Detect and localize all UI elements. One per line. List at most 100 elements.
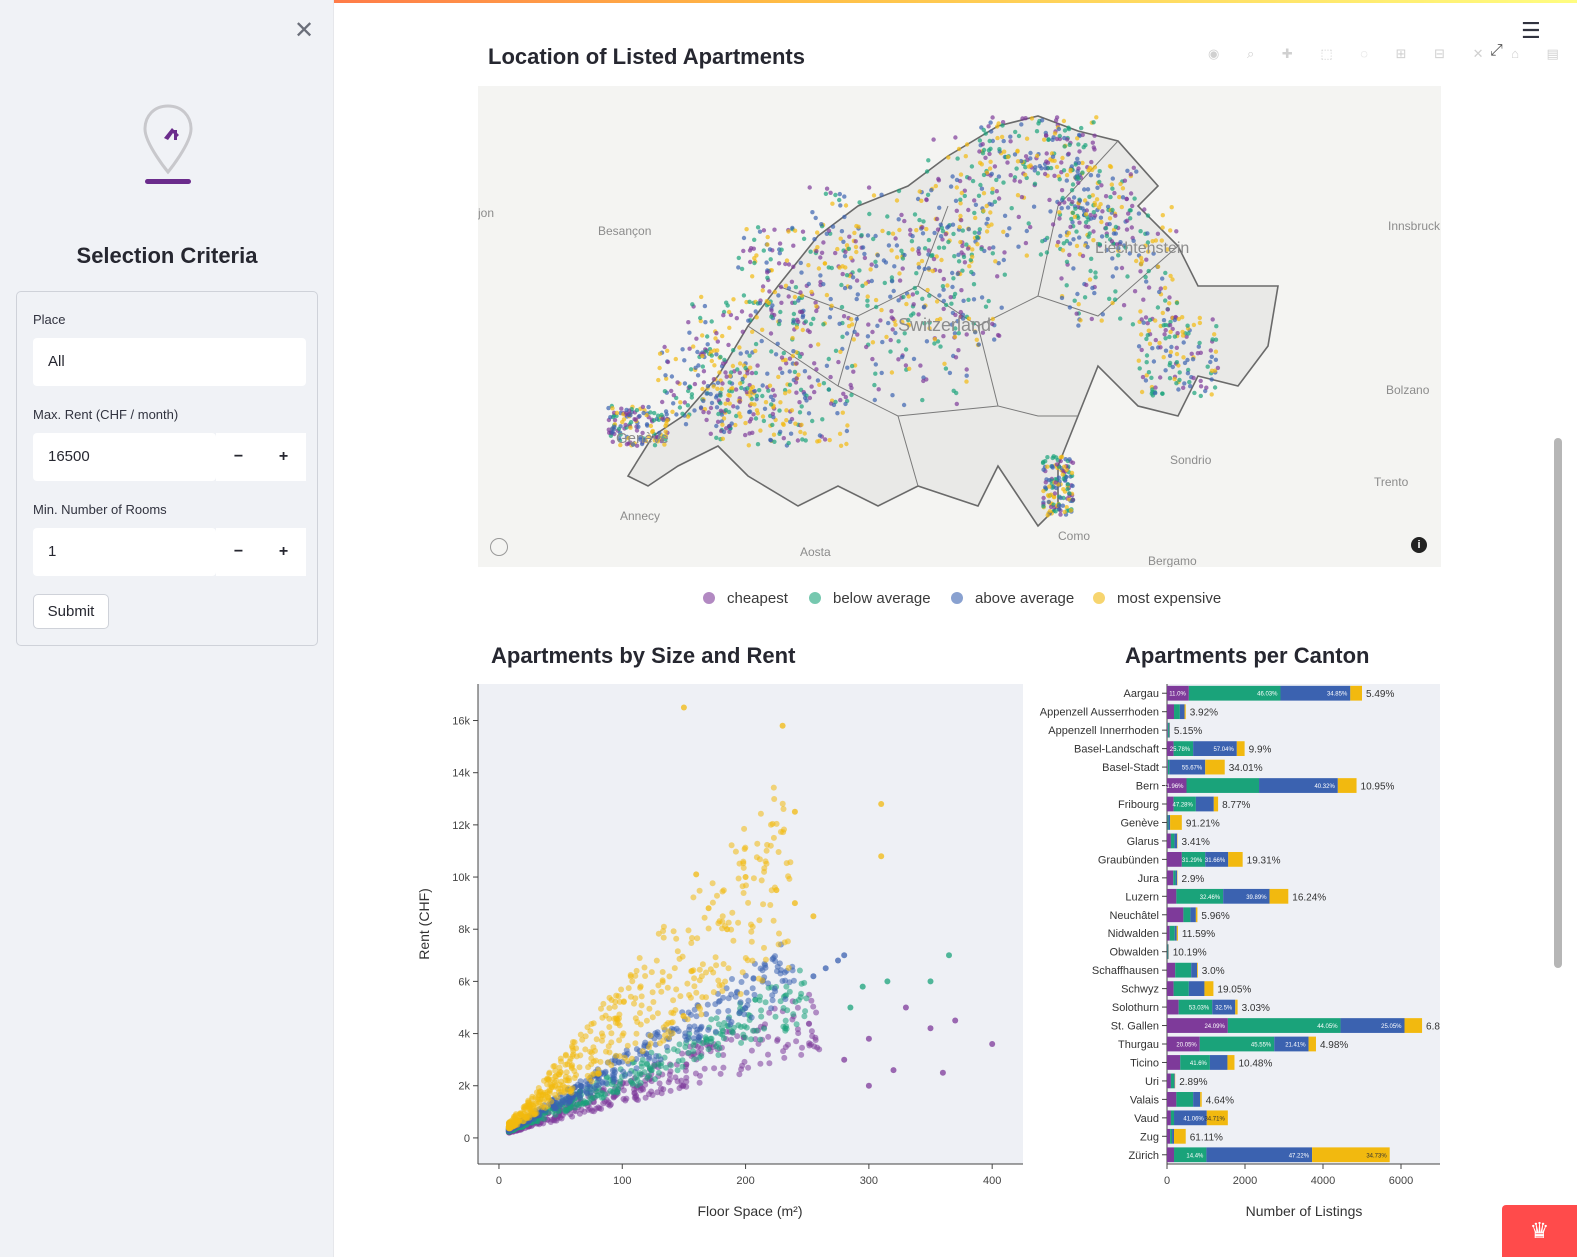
apartment-dot <box>1144 336 1149 342</box>
apartment-dot <box>1113 213 1118 218</box>
min-rooms-input[interactable]: 1 <box>33 528 216 576</box>
apartment-dot <box>789 279 795 284</box>
apartment-dot <box>819 222 824 227</box>
apartment-location-map[interactable]: Besançon Liechtenstein Innsbruck Switzer… <box>478 86 1441 567</box>
scatter-point <box>798 980 805 987</box>
canton-label: Zürich <box>1128 1150 1159 1162</box>
apartment-dot <box>671 401 676 406</box>
apartment-dot <box>829 303 834 308</box>
apartment-dot <box>938 344 943 349</box>
apartment-dot <box>896 188 902 194</box>
fullscreen-icon[interactable]: ⤢ <box>1490 42 1503 59</box>
apartment-dot <box>1015 159 1021 164</box>
apartment-dot <box>1000 123 1005 128</box>
min-rooms-increment-button[interactable]: + <box>261 528 306 576</box>
apartment-dot <box>976 230 982 235</box>
scatter-point <box>754 840 761 847</box>
apartment-dot <box>714 423 719 429</box>
scatter-point <box>758 1007 765 1014</box>
close-icon[interactable]: ✕ <box>294 17 315 44</box>
bar-segment <box>1312 1147 1390 1163</box>
scatter-point <box>715 920 722 927</box>
scatter-point <box>638 993 645 1000</box>
apartment-dot <box>1044 250 1050 255</box>
apartment-dot <box>837 265 842 270</box>
apartment-dot <box>743 432 748 438</box>
scatter-point <box>562 1051 569 1058</box>
apartment-dot <box>872 397 877 403</box>
apartment-dot <box>1144 353 1150 358</box>
scatter-point <box>716 982 723 989</box>
apartment-dot <box>1162 285 1168 291</box>
apartment-dot <box>936 245 942 250</box>
legend-most-expensive[interactable]: most expensive <box>1093 590 1221 607</box>
apartment-dot <box>994 177 999 183</box>
streamlit-crown-icon[interactable]: ♛ <box>1502 1205 1577 1257</box>
apartment-dot <box>1131 238 1136 243</box>
apartment-dot <box>827 315 833 320</box>
mapbox-logo-icon[interactable] <box>490 538 508 556</box>
apartment-dot <box>1144 360 1149 365</box>
apartment-dot <box>821 240 826 245</box>
bar-segment-label: 11.0% <box>1169 692 1186 698</box>
plot-modebar[interactable]: ◉ ⌕ ✚ ⬚ ◌ ⊞ ⊟ ✕ ⌂ ▤ <box>1208 46 1571 61</box>
apartment-dot <box>1131 165 1136 170</box>
apartment-dot <box>841 391 846 396</box>
apartment-dot <box>890 393 895 398</box>
apartment-dot <box>952 254 957 259</box>
apartment-dot <box>935 317 940 323</box>
apartment-dot <box>917 189 922 194</box>
legend-below-average[interactable]: below average <box>809 590 931 607</box>
apartment-dot <box>792 294 798 300</box>
apartment-dot <box>873 371 878 376</box>
max-rent-decrement-button[interactable]: − <box>216 433 261 481</box>
scatter-point <box>573 1045 580 1052</box>
bar-segment <box>1167 815 1169 830</box>
apartment-dot <box>780 370 785 375</box>
apartment-dot <box>959 218 964 223</box>
apartment-dot <box>1061 118 1067 124</box>
apartment-dot <box>700 364 705 369</box>
bar-segment <box>1206 1110 1228 1126</box>
hamburger-menu-icon[interactable]: ☰ <box>1521 18 1541 43</box>
scatter-point <box>680 1013 687 1020</box>
apartment-dot <box>731 348 736 353</box>
scatter-point <box>806 1040 813 1047</box>
apartment-dot <box>727 401 732 406</box>
scatter-point <box>569 1085 576 1092</box>
place-select[interactable]: All <box>33 338 306 386</box>
scatter-point <box>685 1049 692 1056</box>
scatter-point <box>709 880 716 887</box>
apartment-dot <box>1096 173 1101 178</box>
apartment-dot <box>1012 152 1018 157</box>
apartment-dot <box>1008 173 1013 178</box>
max-rent-increment-button[interactable]: + <box>261 433 306 481</box>
apartment-dot <box>1116 246 1121 251</box>
apartment-dot <box>1007 226 1012 231</box>
page-scrollbar[interactable] <box>1554 438 1562 968</box>
canton-label: Thurgau <box>1118 1039 1159 1051</box>
legend-cheapest[interactable]: cheapest <box>703 590 788 607</box>
apartment-dot <box>943 366 949 371</box>
apartment-dot <box>1071 237 1076 242</box>
apartment-dot <box>673 356 678 362</box>
scatter-point <box>517 1110 524 1117</box>
min-rooms-decrement-button[interactable]: − <box>216 528 261 576</box>
max-rent-input[interactable]: 16500 <box>33 433 216 481</box>
apartment-dot <box>1120 195 1126 200</box>
apartment-dot <box>1168 273 1173 279</box>
submit-button[interactable]: Submit <box>33 594 109 629</box>
bar-end-label: 61.11% <box>1190 1132 1223 1143</box>
legend-above-average[interactable]: above average <box>951 590 1074 607</box>
info-icon[interactable]: i <box>1411 537 1427 553</box>
scatter-point <box>711 1065 718 1072</box>
apartment-dot <box>724 374 729 379</box>
apartment-dot <box>1046 137 1051 142</box>
map-label-innsbruck: Innsbruck <box>1388 219 1441 233</box>
apartment-dot <box>740 329 745 334</box>
apartment-dot <box>1067 491 1072 496</box>
apartment-dot <box>695 349 700 355</box>
apartment-dot <box>789 408 795 413</box>
